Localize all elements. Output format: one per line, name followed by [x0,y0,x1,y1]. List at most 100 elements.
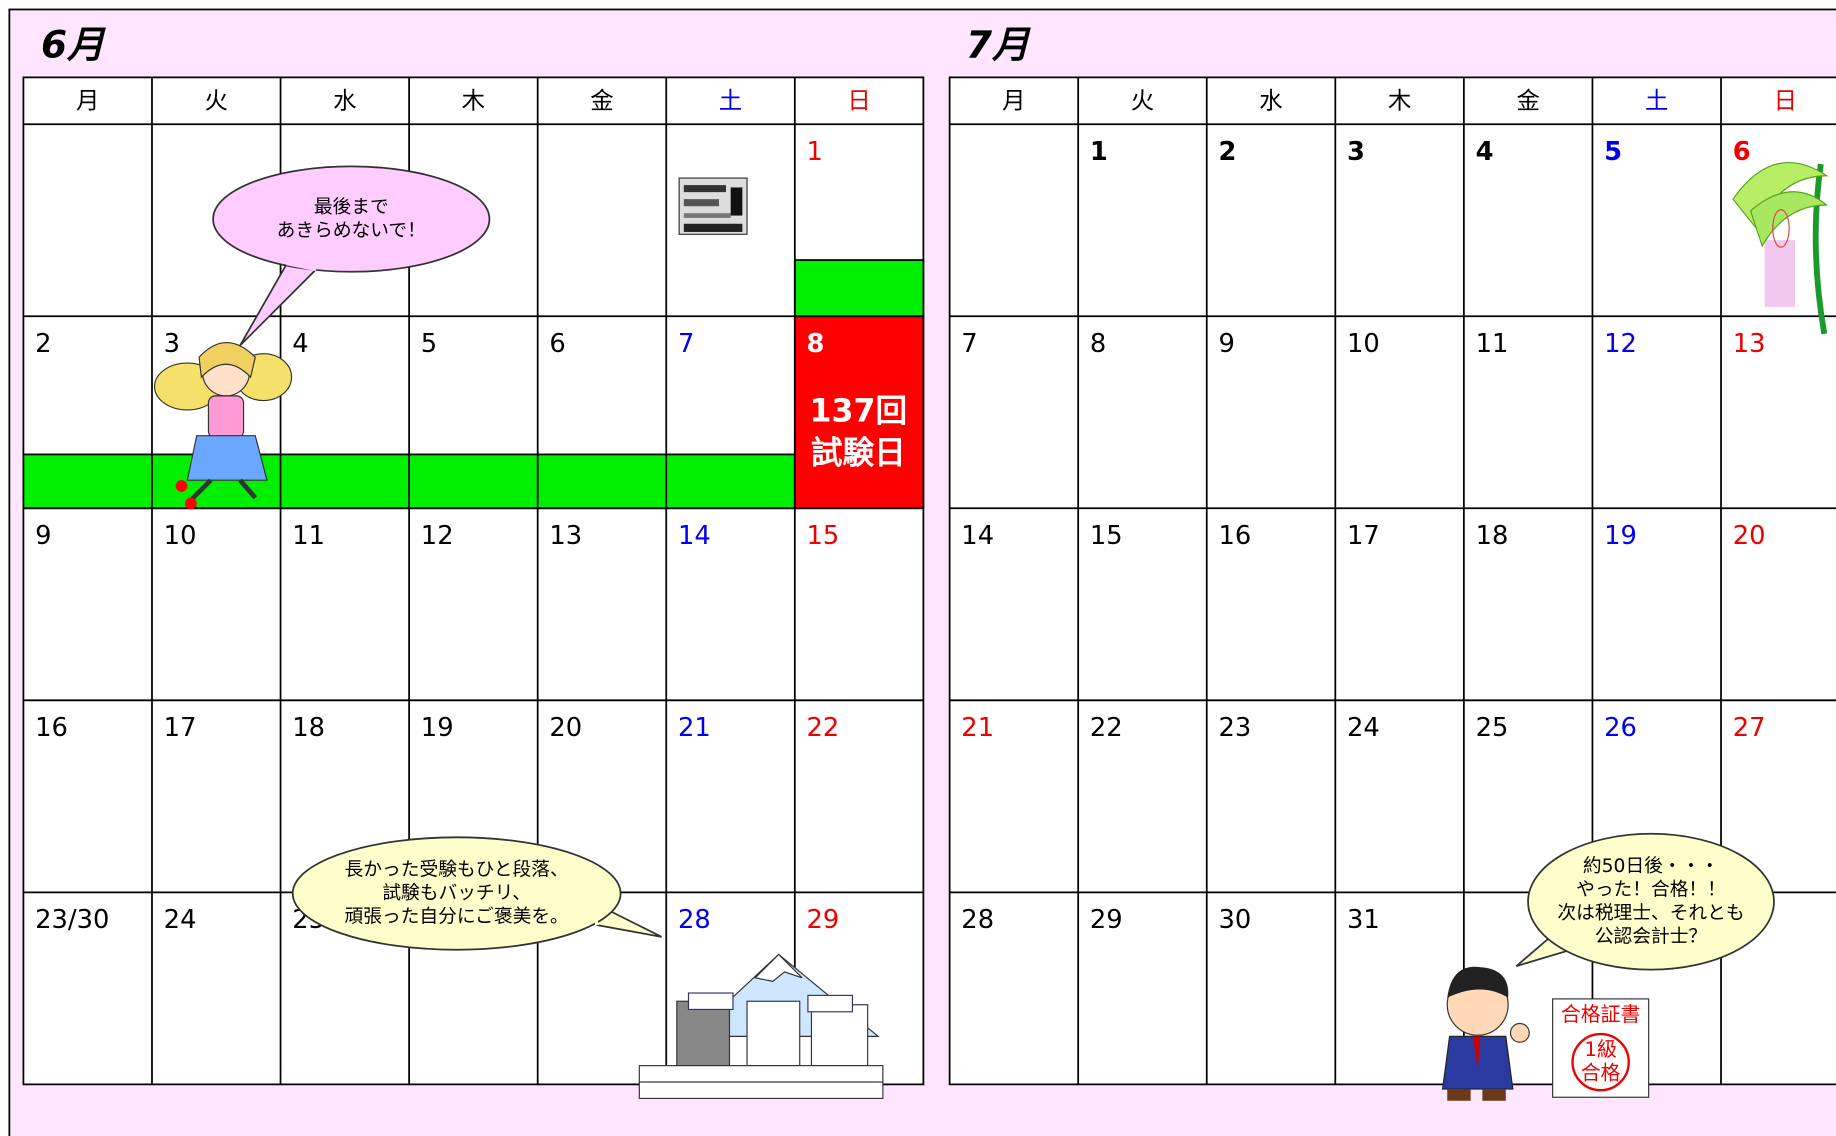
day-number: 29 [1090,905,1123,935]
weekday-header: 日 [847,86,870,114]
speech-bubble [212,165,491,273]
day-number: 1 [807,137,823,167]
day-number: 9 [1218,329,1234,359]
bubble-text: やった！合格！！ [1576,880,1726,901]
certificate-stamp: 1級 [1584,1038,1617,1061]
weekday-header: 土 [1645,86,1668,114]
bubble-join [1556,929,1577,950]
weekday-header: 木 [462,86,485,114]
weekday-header: 日 [1774,86,1797,114]
day-number: 26 [1604,713,1637,743]
day-number: 5 [1604,137,1622,167]
weekday-header: 火 [205,86,228,114]
day-number: 3 [1347,137,1365,167]
bubble-text: 長かった受験もひと段落、 [345,860,569,881]
day-number: 27 [1733,713,1766,743]
day-number: 19 [1604,521,1637,551]
weekday-header: 木 [1388,86,1411,114]
day-number: 11 [1476,329,1509,359]
day-number: 20 [549,713,582,743]
day-number: 17 [1347,521,1380,551]
illustrations [153,162,1829,1101]
day-number: 14 [678,521,711,551]
day-number: 28 [961,905,994,935]
day-number: 13 [549,521,582,551]
exam-label: 試験日 [811,434,906,471]
exam-label: 137回 [809,393,907,429]
day-number: 23/30 [35,905,109,935]
day-number: 22 [807,713,840,743]
weekday-header: 土 [719,86,742,114]
weekday-header: 月 [1002,86,1025,114]
day-number: 3 [164,329,180,359]
day-number: 2 [35,329,51,359]
day-number: 16 [1218,521,1251,551]
day-number: 18 [292,713,325,743]
day-number: 13 [1733,329,1766,359]
day-number: 16 [35,713,68,743]
day-number: 25 [1476,713,1509,743]
day-number: 31 [1347,905,1380,935]
certificate-stamp: 合格 [1581,1061,1621,1084]
day-number: 2 [1218,137,1236,167]
day-number: 4 [1476,137,1494,167]
weekday-header: 水 [333,86,356,114]
day-number: 22 [1090,713,1123,743]
mount-fuji-illustration [638,953,884,1100]
bubble-text: 約50日後・・・ [1583,856,1719,877]
day-number: 24 [1347,713,1380,743]
day-number: 15 [807,521,840,551]
speech-bubble [291,836,622,951]
bubble-text: 試験もバッチリ、 [382,883,531,904]
day-number: 8 [1090,329,1106,359]
day-number: 12 [421,521,454,551]
day-number: 6 [1733,137,1751,167]
bubble-text: 最後まで [314,197,389,218]
cheerleader-illustration [153,342,293,510]
day-number: 30 [1218,905,1251,935]
day-number: 15 [1090,521,1123,551]
day-number: 17 [164,713,197,743]
weekday-header: 水 [1259,86,1282,114]
weekday-header: 金 [590,86,613,114]
weekday-header: 金 [1516,86,1539,114]
day-number: 7 [961,329,977,359]
highlight-bar [793,259,925,318]
tanabata-illustration [1732,162,1829,335]
weekday-header: 月 [76,86,99,114]
month-title: 7月 [966,22,1031,66]
day-number: 7 [678,329,694,359]
day-number: 6 [549,329,565,359]
certificate [1552,998,1650,1098]
day-number: 21 [961,713,994,743]
day-number: 14 [961,521,994,551]
day-number: 12 [1604,329,1637,359]
day-number: 23 [1218,713,1251,743]
day-number: 24 [164,905,197,935]
weekday-header: 火 [1131,86,1154,114]
day-number: 4 [292,329,308,359]
bubble-join [286,261,317,272]
day-number: 10 [164,521,197,551]
certificate-title: 合格証書 [1561,1003,1641,1026]
day-number: 18 [1476,521,1509,551]
day-number: 21 [678,713,711,743]
bubble-text: 次は税理士、それとも [1557,903,1744,924]
day-number: 9 [35,521,51,551]
bubble-text: あきらめないで！ [277,220,426,241]
day-number: 8 [807,329,825,359]
day-number: 11 [292,521,325,551]
day-number: 28 [678,905,711,935]
month-title: 6月 [41,22,106,66]
day-number: 10 [1347,329,1380,359]
bubble-text: 頑張った自分にご褒美を。 [345,906,569,927]
day-number: 5 [421,329,437,359]
bubble-text: 公認会計士？ [1595,926,1707,947]
day-number: 1 [1090,137,1108,167]
day-number: 19 [421,713,454,743]
speech-bubble [1527,832,1775,971]
day-number: 29 [807,905,840,935]
